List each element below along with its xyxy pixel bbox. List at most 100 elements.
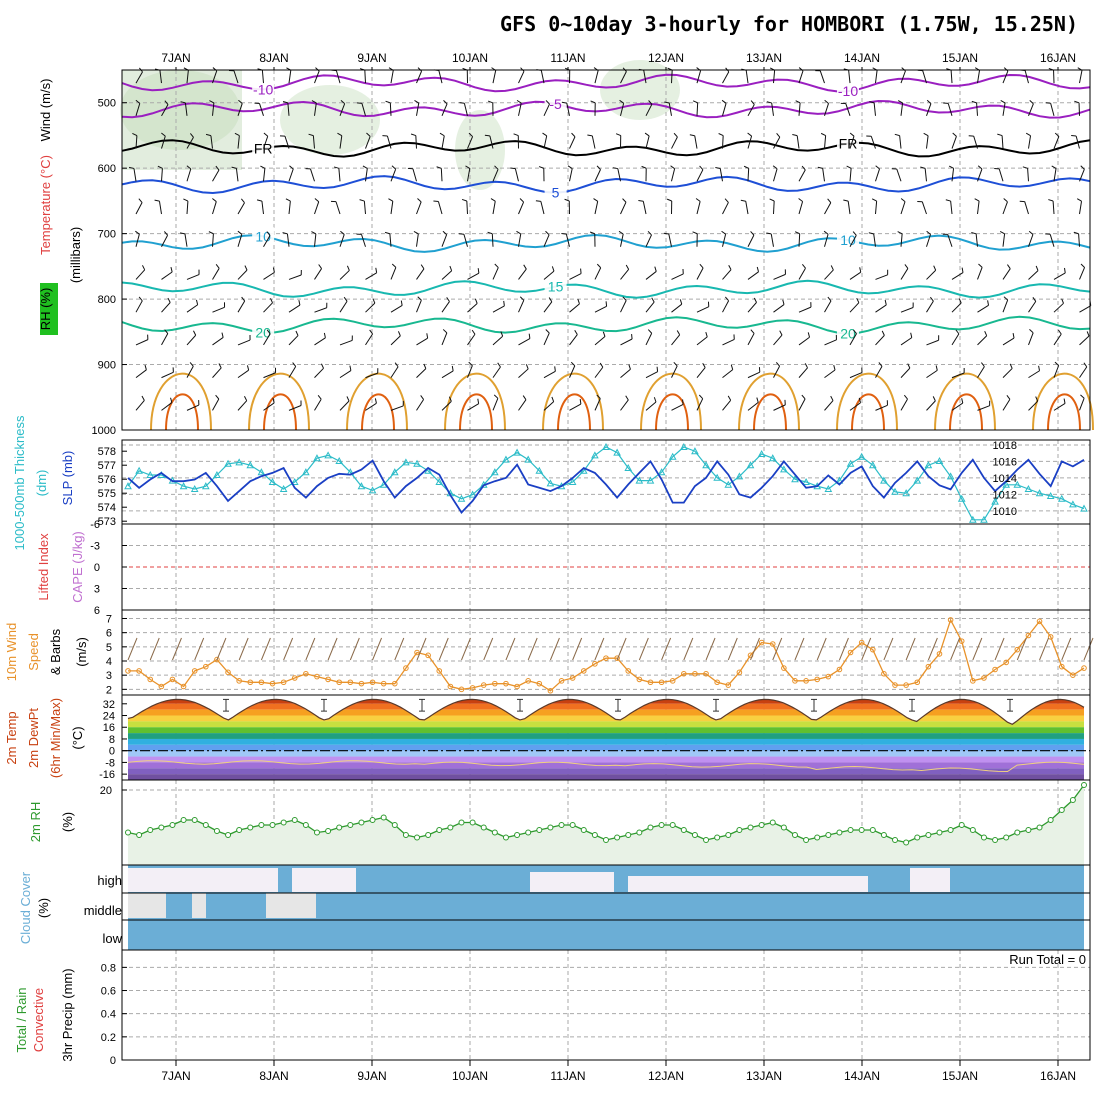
wind-barb xyxy=(951,136,957,149)
wind-barb xyxy=(346,265,350,271)
date-label-top: 11JAN xyxy=(550,51,585,65)
wind-barb xyxy=(689,134,695,137)
wind-barb xyxy=(745,201,749,215)
wind-barb xyxy=(468,361,473,366)
thickness-point xyxy=(1069,500,1077,508)
wind-barb xyxy=(209,100,215,104)
wind-barb xyxy=(416,102,420,116)
cloud-clear-band xyxy=(128,868,278,892)
wind-barb xyxy=(771,102,774,116)
rh-point xyxy=(858,827,865,833)
wind-speed-point xyxy=(169,676,176,683)
wind-speed-point xyxy=(936,651,943,657)
wind-barb xyxy=(824,300,832,313)
wind-barb xyxy=(617,168,621,182)
wind-barb xyxy=(1003,198,1008,203)
wind-speed-point xyxy=(247,679,254,686)
wind-barb xyxy=(671,70,673,84)
wind-barb xyxy=(1064,267,1066,274)
wind-barb xyxy=(186,334,197,346)
thickness-point xyxy=(335,456,344,464)
wind-barb xyxy=(972,637,983,661)
y-tick-label: 4 xyxy=(106,656,112,668)
wind-speed-line xyxy=(128,618,1085,692)
wind-barb xyxy=(468,132,473,137)
y-tick-label: 6 xyxy=(106,628,112,640)
wind-barb xyxy=(1051,165,1057,169)
wind-barb xyxy=(167,297,171,303)
wind-speed-point xyxy=(1081,665,1087,671)
wind-barb xyxy=(824,202,832,215)
wind-barb xyxy=(135,202,143,215)
wind-barb xyxy=(518,338,531,346)
wind-barb xyxy=(205,133,212,137)
wind-barb xyxy=(951,168,955,182)
rh-point xyxy=(903,839,910,846)
rh-point xyxy=(803,837,810,843)
wind-barb xyxy=(773,70,776,84)
rh-point xyxy=(169,822,176,828)
wind-barb xyxy=(951,402,964,411)
rh-shading xyxy=(280,85,380,155)
wind-barb xyxy=(873,102,876,116)
wind-barb xyxy=(647,230,652,236)
wind-barb xyxy=(656,366,659,372)
wind-speed-point xyxy=(492,680,498,687)
wind-barb xyxy=(577,298,580,304)
contour-label: -10 xyxy=(838,83,858,99)
ylabel-thickness-unit: (dm) xyxy=(34,470,49,497)
wind-barb xyxy=(286,233,290,247)
rh-point xyxy=(358,819,365,826)
wind-barb xyxy=(824,103,829,116)
rh-point xyxy=(825,832,832,838)
wind-barb xyxy=(819,70,825,84)
wind-barb xyxy=(218,363,222,369)
wind-barb xyxy=(569,136,576,149)
rh-point xyxy=(558,822,565,828)
wind-barb xyxy=(1002,368,1013,378)
wind-barb xyxy=(696,102,699,116)
wind-barb xyxy=(288,201,291,215)
wind-barb xyxy=(372,637,383,661)
contour-label-bg xyxy=(544,183,567,200)
wind-barb xyxy=(565,233,570,247)
wind-barb xyxy=(170,397,173,403)
wind-barb xyxy=(543,301,553,313)
wind-barb xyxy=(186,274,200,280)
ylabel-cloud-cover: Cloud Cover xyxy=(18,871,33,944)
wind-speed-point xyxy=(1025,632,1032,639)
wind-barb xyxy=(671,303,683,313)
isotherm-line xyxy=(655,393,689,431)
wind-barb xyxy=(161,402,173,411)
wind-barb xyxy=(852,329,857,334)
wind-barb xyxy=(817,166,823,169)
wind-barb xyxy=(859,267,862,273)
wind-barb xyxy=(272,397,275,404)
wind-barb xyxy=(410,133,416,137)
panel-frame xyxy=(121,609,1091,696)
wind-barb xyxy=(287,102,290,116)
wind-barb xyxy=(579,399,582,405)
y-tick-label: 600 xyxy=(98,163,116,175)
wind-barb xyxy=(161,333,169,346)
wind-barb xyxy=(543,135,548,149)
wind-barb xyxy=(518,201,525,215)
thickness-point xyxy=(835,476,844,484)
wind-barb xyxy=(263,132,269,137)
wind-barb xyxy=(237,339,251,346)
wind-barb xyxy=(164,329,169,334)
wind-barb xyxy=(144,364,147,370)
wind-barb xyxy=(500,331,504,337)
wind-barb xyxy=(740,199,746,202)
wind-barb xyxy=(138,296,143,302)
temp-tick-label: -8 xyxy=(105,757,115,769)
wind-barb xyxy=(798,201,804,215)
rh-point xyxy=(280,819,287,826)
wind-speed-point xyxy=(647,679,654,686)
wind-barb xyxy=(798,367,808,378)
isotherm-line xyxy=(121,139,1091,158)
wind-barb xyxy=(1061,637,1072,661)
wind-barb xyxy=(518,102,522,116)
wind-speed-point xyxy=(314,673,320,680)
wind-barb xyxy=(441,332,448,346)
